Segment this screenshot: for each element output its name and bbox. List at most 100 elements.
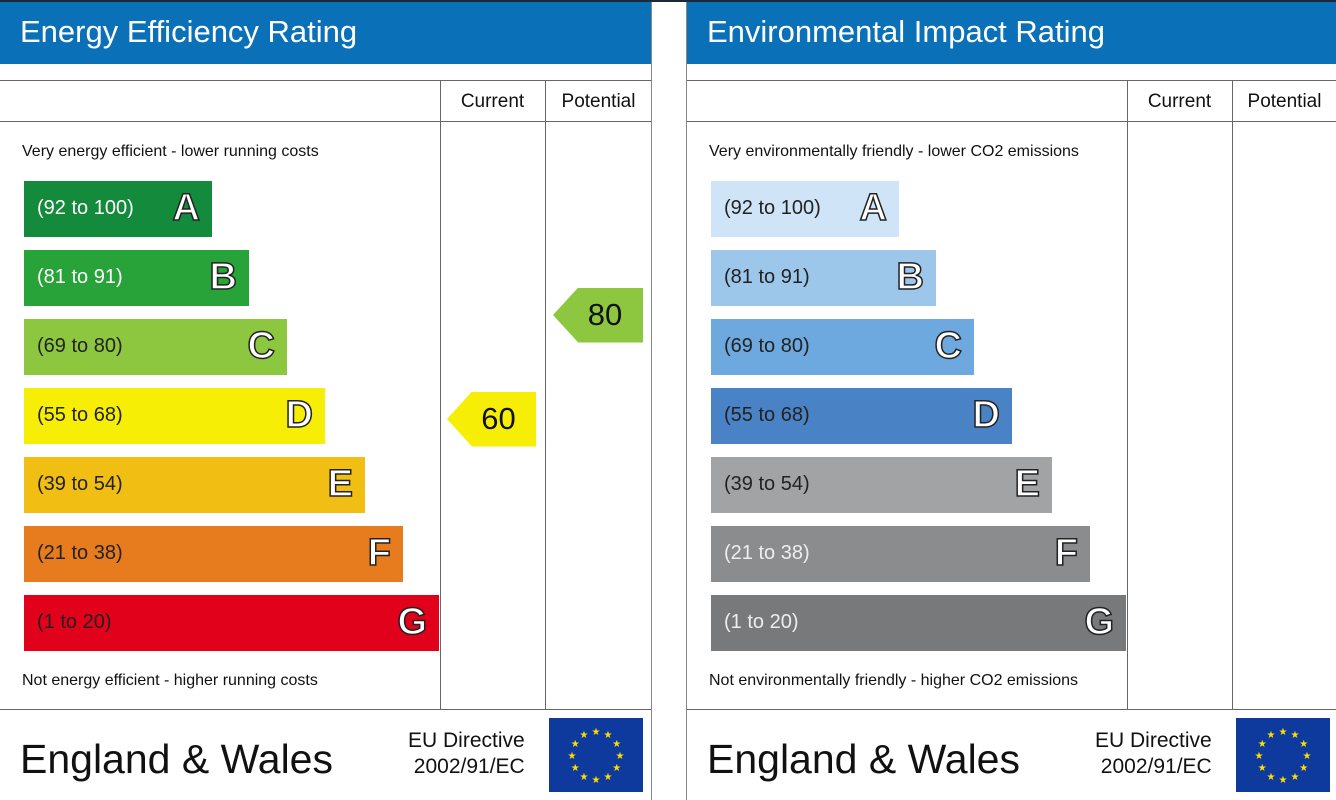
band-range: (21 to 38)	[724, 542, 810, 564]
rating-table: Current Potential Very environmentally f…	[687, 80, 1336, 710]
svg-text:★: ★	[1258, 763, 1267, 774]
svg-text:★: ★	[592, 775, 601, 786]
band-a: (92 to 100) A	[24, 181, 212, 237]
svg-text:★: ★	[604, 772, 613, 783]
band-letter: E	[1014, 462, 1041, 506]
band-g: (1 to 20) G	[711, 595, 1126, 651]
band-b: (81 to 91) B	[24, 250, 249, 306]
band-c: (69 to 80) C	[711, 319, 974, 375]
current-column-header: Current	[1147, 91, 1212, 112]
directive-line: EU Directive	[408, 729, 525, 752]
potential-rating-value: 80	[587, 297, 623, 332]
band-range: (39 to 54)	[724, 473, 810, 495]
directive-line: 2002/91/EC	[1100, 755, 1212, 778]
band-e: (39 to 54) E	[711, 457, 1052, 513]
energy-efficiency-panel: Energy Efficiency Rating Current Potenti…	[0, 2, 652, 800]
eu-flag-icon: ★ ★ ★ ★ ★ ★ ★ ★ ★ ★ ★ ★	[1236, 718, 1330, 792]
band-letter: C	[247, 324, 276, 368]
band-b: (81 to 91) B	[711, 250, 936, 306]
band-range: (1 to 20)	[37, 611, 112, 633]
current-rating-value: 60	[481, 401, 516, 436]
band-letter: D	[972, 393, 1001, 437]
svg-text:★: ★	[580, 772, 589, 783]
current-rating-arrow: 60	[447, 391, 536, 447]
band-d: (55 to 68) D	[711, 388, 1012, 444]
band-letter: G	[1084, 600, 1115, 644]
svg-text:★: ★	[616, 751, 625, 762]
band-range: (69 to 80)	[724, 335, 810, 357]
eu-directive: EU Directive 2002/91/EC	[1095, 728, 1212, 780]
footer: England & Wales EU Directive 2002/91/EC ★…	[0, 710, 651, 800]
top-note: Very environmentally friendly - lower CO…	[709, 143, 1079, 160]
svg-text:★: ★	[571, 763, 580, 774]
band-letter: A	[859, 186, 888, 230]
panel-title: Energy Efficiency Rating	[0, 2, 651, 64]
band-letter: C	[934, 324, 963, 368]
band-range: (55 to 68)	[724, 404, 810, 426]
svg-text:★: ★	[568, 751, 577, 762]
column-divider	[1232, 81, 1233, 709]
eu-directive: EU Directive 2002/91/EC	[408, 728, 525, 780]
region-label: England & Wales	[707, 736, 1020, 782]
band-letter: B	[896, 255, 925, 299]
band-range: (92 to 100)	[724, 197, 821, 219]
band-range: (81 to 91)	[724, 266, 810, 288]
region-label: England & Wales	[20, 736, 333, 782]
band-range: (55 to 68)	[37, 404, 123, 426]
potential-rating-arrow: 80	[553, 287, 643, 343]
bottom-note: Not environmentally friendly - higher CO…	[709, 672, 1079, 689]
bottom-note: Not energy efficient - higher running co…	[22, 672, 318, 689]
svg-text:★: ★	[1255, 751, 1264, 762]
svg-text:★: ★	[1291, 772, 1300, 783]
svg-text:★: ★	[571, 739, 580, 750]
band-e: (39 to 54) E	[24, 457, 365, 513]
svg-text:★: ★	[612, 739, 621, 750]
top-note: Very energy efficient - lower running co…	[22, 143, 319, 160]
panel-title: Environmental Impact Rating	[687, 2, 1336, 64]
svg-text:★: ★	[580, 730, 589, 741]
band-c: (69 to 80) C	[24, 319, 287, 375]
svg-text:★: ★	[604, 730, 613, 741]
column-divider	[440, 81, 441, 709]
svg-text:★: ★	[1258, 739, 1267, 750]
svg-text:★: ★	[1267, 730, 1276, 741]
band-letter: D	[285, 393, 314, 437]
directive-line: 2002/91/EC	[413, 755, 525, 778]
band-letter: G	[397, 600, 428, 644]
band-a: (92 to 100) A	[711, 181, 899, 237]
potential-column-header: Potential	[1247, 91, 1322, 112]
band-d: (55 to 68) D	[24, 388, 325, 444]
svg-text:★: ★	[1303, 751, 1312, 762]
band-range: (92 to 100)	[37, 197, 134, 219]
band-f: (21 to 38) F	[711, 526, 1090, 582]
column-divider	[545, 81, 546, 709]
current-column-header: Current	[460, 91, 525, 112]
eu-flag-icon: ★ ★ ★ ★ ★ ★ ★ ★ ★ ★ ★ ★	[549, 718, 643, 792]
band-range: (81 to 91)	[37, 266, 123, 288]
rating-table: Current Potential Very energy efficient …	[0, 80, 651, 710]
band-letter: E	[327, 462, 354, 506]
environmental-impact-panel: Environmental Impact Rating Current Pote…	[686, 2, 1336, 800]
svg-text:★: ★	[1299, 763, 1308, 774]
band-f: (21 to 38) F	[24, 526, 403, 582]
potential-column-header: Potential	[561, 91, 636, 112]
svg-text:★: ★	[1291, 730, 1300, 741]
band-letter: B	[209, 255, 238, 299]
band-g: (1 to 20) G	[24, 595, 439, 651]
svg-text:★: ★	[1267, 772, 1276, 783]
top-border	[0, 0, 1336, 2]
band-range: (21 to 38)	[37, 542, 123, 564]
svg-text:★: ★	[1279, 775, 1288, 786]
column-header-row	[687, 81, 1336, 122]
band-range: (69 to 80)	[37, 335, 123, 357]
svg-text:★: ★	[1279, 727, 1288, 738]
band-letter: F	[1054, 531, 1079, 575]
footer: England & Wales EU Directive 2002/91/EC ★…	[687, 710, 1336, 800]
band-letter: F	[367, 531, 392, 575]
column-header-row	[0, 81, 651, 122]
svg-text:★: ★	[1299, 739, 1308, 750]
band-letter: A	[172, 186, 201, 230]
svg-text:★: ★	[592, 727, 601, 738]
svg-text:★: ★	[612, 763, 621, 774]
directive-line: EU Directive	[1095, 729, 1212, 752]
